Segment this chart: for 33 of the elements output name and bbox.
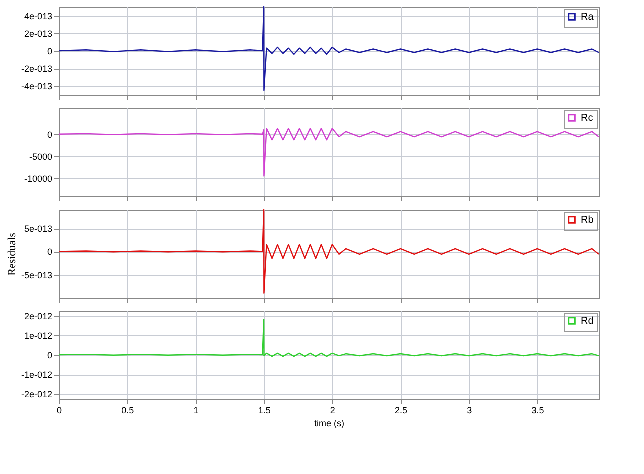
line-series — [58, 128, 600, 177]
legend-label: Ra — [581, 12, 594, 23]
x-tick-label: 1 — [194, 406, 199, 416]
line-series — [58, 209, 600, 294]
y-tick-label: -2e-013 — [21, 64, 52, 74]
y-tick-label: 4e-013 — [24, 11, 52, 22]
x-axis-title: time (s) — [314, 418, 344, 428]
y-tick-label: 1e-012 — [24, 330, 52, 341]
y-tick-label: -5000 — [29, 152, 52, 162]
y-tick-label: -4e-013 — [21, 82, 52, 92]
x-tick-label: 3 — [467, 406, 472, 416]
y-tick-label: 0 — [47, 247, 52, 258]
y-tick-label: 0 — [47, 350, 52, 360]
y-tick-label: 0 — [47, 130, 52, 140]
x-tick-label: 1.5 — [258, 406, 271, 416]
x-tick-label: 0 — [56, 406, 62, 416]
y-tick-label: -1e-012 — [21, 370, 52, 380]
y-tick-label: -5e-013 — [21, 270, 52, 280]
legend-label: Rd — [581, 316, 594, 327]
y-tick-label: 2e-013 — [24, 28, 52, 39]
y-axis-title: Residuals — [6, 233, 18, 276]
y-tick-label: 5e-013 — [24, 224, 52, 234]
x-tick-label: 3.5 — [532, 406, 544, 416]
legend-label: Rc — [581, 113, 594, 124]
y-tick-label: 0 — [47, 46, 52, 56]
y-tick-label: -10000 — [24, 174, 52, 184]
y-tick-label: -2e-012 — [21, 390, 52, 400]
line-series — [58, 6, 600, 92]
x-tick-label: 2.5 — [395, 406, 408, 416]
legend-label: Rb — [581, 215, 594, 226]
x-tick-label: 0.5 — [122, 406, 134, 416]
y-tick-label: 2e-012 — [24, 311, 52, 322]
x-tick-label: 2 — [330, 406, 336, 416]
